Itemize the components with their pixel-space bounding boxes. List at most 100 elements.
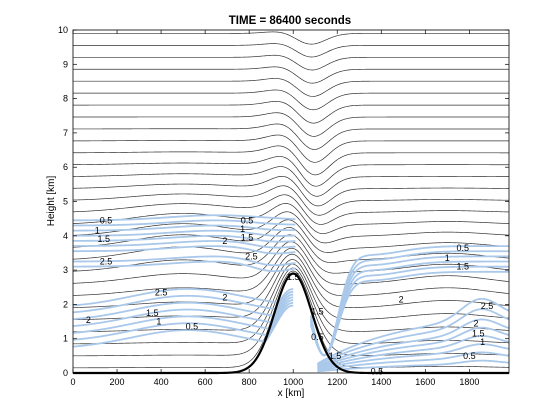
blue-contour-line <box>72 299 294 334</box>
isentrope-line <box>73 54 509 71</box>
isentrope-line <box>72 247 510 297</box>
isentrope-line <box>72 219 510 253</box>
x-tick-label: 400 <box>154 377 169 387</box>
blue-contour-line <box>72 302 294 341</box>
x-tick-label: 1400 <box>371 377 391 387</box>
x-tick-label: 600 <box>198 377 213 387</box>
blue-contour-line <box>309 270 509 357</box>
chart-title: TIME = 86400 seconds <box>229 15 351 27</box>
blue-contour-line <box>309 255 509 357</box>
isentrope-line <box>73 31 509 45</box>
blue-contour-line <box>73 219 296 227</box>
y-tick-label: 2 <box>63 299 68 309</box>
blue-contour-line <box>317 351 510 372</box>
isentrope-line <box>73 134 509 163</box>
blue-contour-line <box>72 291 294 314</box>
contour-label: 2 <box>473 318 478 328</box>
blue-contour-line <box>317 335 510 370</box>
blue-contour-line <box>317 359 510 373</box>
isentrope-line <box>73 89 509 111</box>
contour-label: 0.5 <box>457 243 470 253</box>
contour-label: 0.5 <box>371 366 384 376</box>
contour-label: 1.5 <box>457 262 470 272</box>
isentrope-line <box>73 112 509 137</box>
isentrope-line <box>72 175 510 207</box>
blue-contour-line <box>72 296 294 327</box>
isentrope-line <box>72 194 510 225</box>
x-axis-ticks: 0 200 400 600 800 1000 1200 1400 1600 1800 <box>70 30 479 387</box>
isentrope-line <box>73 78 509 97</box>
contour-label: 1.5 <box>329 351 342 361</box>
contour-label: 1.5 <box>287 272 300 282</box>
blue-contour-line <box>72 293 294 321</box>
contour-label: 0.5 <box>311 332 324 342</box>
blue-contour-line <box>317 326 510 369</box>
blue-contour-line <box>73 240 296 249</box>
isentrope-line <box>73 123 509 150</box>
x-axis-label: x [km] <box>278 388 305 399</box>
x-tick-label: 800 <box>242 377 257 387</box>
isentrope-line <box>72 166 510 197</box>
isentrope-line <box>73 66 509 84</box>
x-tick-label: 1600 <box>415 377 435 387</box>
contour-label: 2.5 <box>100 257 113 267</box>
contour-label: 1.5 <box>472 329 485 339</box>
isentrope-line <box>72 185 510 216</box>
contour-label: 1.5 <box>146 308 159 318</box>
blue-contour-line <box>72 245 296 255</box>
contour-label: 2.5 <box>245 251 258 261</box>
y-tick-label: 7 <box>63 128 68 138</box>
blue-contour-line <box>317 318 510 368</box>
blue-contour-line <box>72 234 296 243</box>
contour-label: 2.5 <box>155 287 168 297</box>
y-tick-label: 4 <box>63 231 68 241</box>
isentrope-line <box>72 259 510 321</box>
blue-contour-line <box>317 343 510 371</box>
y-axis-label: Height [km] <box>46 175 57 226</box>
contour-label: 2 <box>222 236 227 246</box>
isentrope-lines <box>72 31 510 369</box>
y-tick-label: 1 <box>63 334 68 344</box>
blue-contour-line <box>309 265 509 357</box>
contour-label: 1 <box>95 226 100 236</box>
contour-label: 1.5 <box>241 233 254 243</box>
y-tick-label: 8 <box>63 94 68 104</box>
y-tick-label: 9 <box>63 59 68 69</box>
isentrope-line <box>72 211 510 244</box>
contour-labels: 0.511.52.50.511.522.52.5221.510.51.51.50… <box>86 215 493 376</box>
y-tick-label: 5 <box>63 197 68 207</box>
blue-contour-line <box>317 308 510 366</box>
x-tick-label: 1200 <box>327 377 347 387</box>
contour-label: 1 <box>156 317 161 327</box>
x-tick-label: 0 <box>70 377 75 387</box>
isentrope-line <box>73 145 509 176</box>
isentrope-line <box>72 203 510 234</box>
blue-contour-line <box>72 214 296 222</box>
blue-contour-line <box>72 304 294 348</box>
contour-label: 1.5 <box>311 306 324 316</box>
y-tick-label: 6 <box>63 162 68 172</box>
x-tick-label: 1800 <box>459 377 479 387</box>
contour-label: 2 <box>86 315 91 325</box>
contour-label: 0.5 <box>463 351 476 361</box>
isentrope-line <box>73 101 509 124</box>
contour-label: 2.5 <box>481 301 494 311</box>
x-tick-label: 200 <box>110 377 125 387</box>
contour-label: 1 <box>445 253 450 263</box>
blue-contour-line <box>316 297 510 365</box>
blue-contour-line <box>72 288 294 307</box>
y-tick-label: 0 <box>63 368 68 378</box>
contour-label: 0.5 <box>100 215 113 225</box>
contour-label: 1.5 <box>98 234 111 244</box>
contour-label: 0.5 <box>241 215 254 225</box>
blue-contour-line <box>309 250 509 357</box>
y-tick-label: 3 <box>63 265 68 275</box>
y-tick-label: 10 <box>58 25 68 35</box>
blue-contour-line <box>309 260 509 357</box>
blue-contour-lines <box>72 214 510 373</box>
contour-label: 1 <box>480 337 485 347</box>
isentrope-line <box>72 253 510 308</box>
blue-contour-line <box>72 224 296 232</box>
